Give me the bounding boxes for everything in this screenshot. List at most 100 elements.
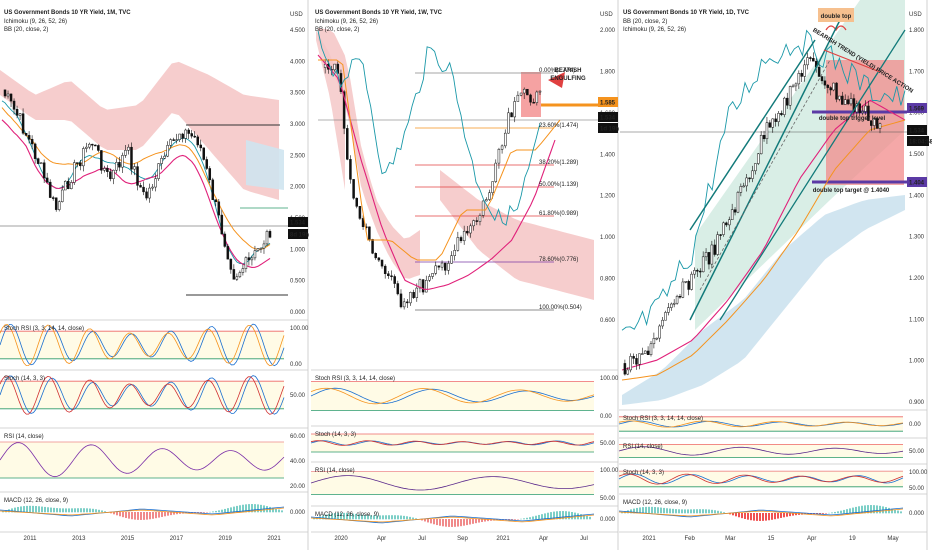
macd-bar: [403, 515, 405, 520]
macd-bar: [164, 512, 166, 517]
macd-bar: [245, 504, 247, 513]
price-candle: [765, 122, 769, 140]
price-candle: [205, 159, 209, 169]
price-candle: [60, 189, 64, 202]
macd-bar: [651, 506, 653, 514]
macd-bar: [248, 504, 250, 513]
macd-bar: [777, 513, 779, 519]
macd-bar: [134, 512, 136, 520]
indicator-label: Stoch (14, 3, 3): [4, 376, 45, 382]
price-candle: [9, 93, 13, 102]
price-candle: [175, 139, 178, 141]
macd-bar: [32, 505, 34, 513]
chart-title: US Government Bonds 10 YR Yield, 1D, TVC: [623, 10, 750, 16]
macd-bar: [128, 512, 130, 519]
x-tick-label: Jul: [580, 536, 588, 542]
price-candle: [118, 162, 121, 168]
price-candle: [91, 143, 94, 146]
macd-bar: [699, 509, 701, 514]
price-candle: [875, 118, 879, 129]
macd-bar: [224, 508, 226, 513]
macd-bar: [337, 512, 339, 520]
macd-bar: [879, 505, 881, 514]
countdown-tag-bg: [288, 229, 308, 239]
macd-bar: [783, 513, 785, 518]
macd-bar: [559, 511, 561, 520]
macd-bar: [11, 508, 13, 513]
macd-bar: [358, 514, 360, 520]
y-tick-label: 1.000: [909, 359, 925, 365]
macd-bar: [203, 512, 205, 513]
macd-bar: [556, 511, 558, 520]
macd-bar: [313, 518, 315, 520]
price-candle: [632, 356, 635, 359]
macd-bar: [451, 519, 453, 527]
price-candle: [736, 192, 740, 213]
price-candle: [425, 279, 428, 293]
macd-bar: [696, 509, 698, 514]
price-candle: [722, 222, 725, 235]
y-tick-label: 1.700: [909, 69, 925, 75]
y-tick-label: 1.200: [909, 276, 925, 282]
macd-bar: [580, 514, 582, 520]
unit-label: USD: [600, 12, 613, 18]
price-candle: [852, 98, 856, 113]
y-tick-label: 1.000: [600, 235, 616, 241]
macd-bar: [684, 509, 686, 514]
macd-bar: [900, 511, 902, 514]
macd-bar: [376, 515, 378, 520]
macd-bar: [717, 510, 719, 514]
macd-bar: [59, 508, 61, 513]
price-candle: [63, 180, 67, 191]
macd-bar: [583, 515, 585, 520]
price-candle: [193, 135, 196, 138]
bollinger-upper-band: [317, 30, 541, 226]
level-tag-2-bg: [907, 177, 927, 187]
price-candle: [806, 57, 809, 66]
macd-bar: [397, 515, 399, 520]
price-candle: [849, 98, 853, 105]
oscillator-line: [310, 475, 595, 491]
macd-bar: [484, 519, 486, 522]
macd-bar: [535, 515, 537, 520]
engulfing-highlight: [521, 72, 541, 117]
x-tick-label: May: [887, 536, 898, 542]
indicator-band: [619, 416, 903, 432]
price-candle: [742, 185, 746, 188]
x-tick-label: Jul: [418, 536, 426, 542]
macd-bar: [89, 508, 91, 513]
channel-outer-line: [719, 29, 906, 321]
level-tag-1-bg: [907, 103, 927, 113]
price-candle: [481, 200, 485, 216]
macd-bar: [466, 519, 468, 526]
price-candle: [45, 177, 49, 183]
price-candle: [846, 99, 850, 105]
macd-signal-line: [618, 508, 904, 517]
macd-bar: [218, 510, 220, 513]
macd-bar: [562, 511, 564, 520]
price-candle: [247, 257, 251, 261]
price-candle: [127, 146, 130, 151]
oscillator-line: [0, 375, 285, 415]
price-candle: [797, 73, 801, 85]
price-candle: [693, 270, 696, 275]
ichimoku-cloud-red-right: [440, 170, 594, 300]
macd-bar: [239, 505, 241, 513]
price-candle: [250, 257, 254, 261]
price-candle: [100, 150, 103, 171]
macd-signal-line: [0, 507, 285, 516]
macd-bar: [690, 509, 692, 514]
x-tick-label: Apr: [539, 536, 548, 542]
unit-label: USD: [290, 12, 303, 18]
bollinger-basis: [317, 54, 556, 290]
macd-bar: [272, 507, 274, 513]
y-tick-label: 1.800: [600, 69, 616, 75]
macd-bar: [233, 506, 235, 513]
price-candle: [652, 338, 656, 345]
chart-backgrounds: [0, 0, 905, 495]
price-candle: [265, 231, 269, 245]
price-candle: [196, 136, 199, 146]
price-candle: [870, 120, 873, 126]
macd-bar: [526, 517, 528, 520]
price-candle: [199, 144, 202, 149]
